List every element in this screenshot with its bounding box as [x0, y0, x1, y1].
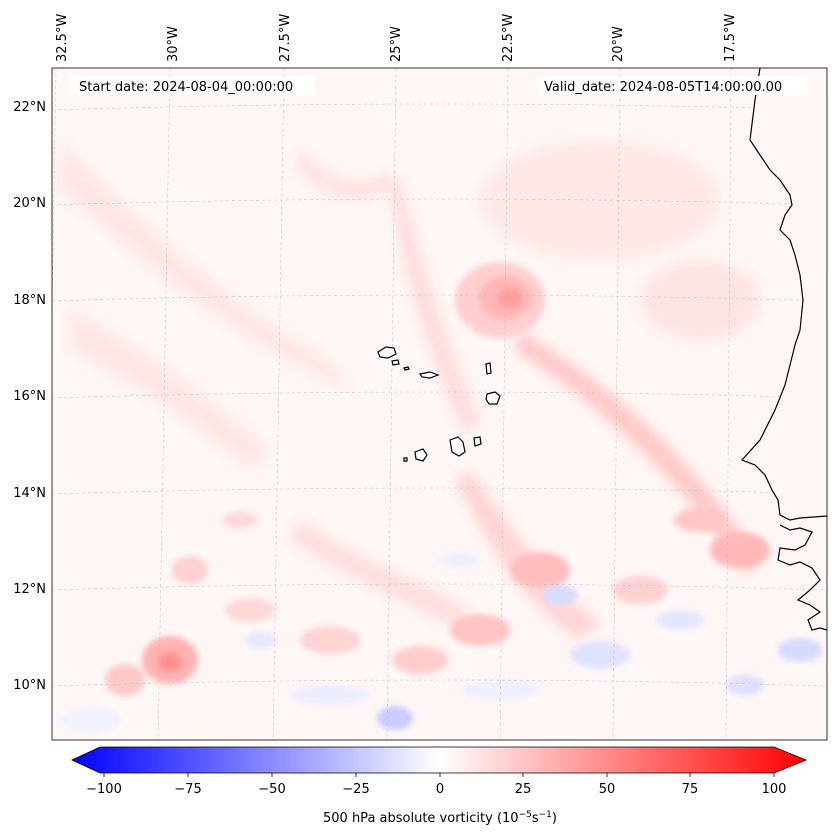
- cb-tick-label: 100: [762, 782, 787, 797]
- west-africa-coastline: [742, 68, 827, 740]
- cb-tick-label: −25: [342, 782, 369, 797]
- lat-label-18n: 18°N: [13, 293, 46, 308]
- lat-label-22n: 22°N: [13, 100, 46, 115]
- lon-label-30w: 30°W: [166, 26, 181, 62]
- cb-title-main: 500 hPa absolute vorticity (10: [323, 811, 519, 826]
- cb-tick-label: 75: [682, 782, 699, 797]
- colorbar-gradient: [71, 746, 808, 774]
- coastline-line: [740, 68, 827, 631]
- lon-label-22-5w: 22.5°W: [501, 14, 516, 62]
- lat-label-16n: 16°N: [13, 389, 46, 404]
- colorbar: −100 −75 −50 −25 0 25 50 75 100 500 hPa …: [71, 746, 808, 826]
- cb-tick-label: 25: [515, 782, 532, 797]
- cb-tick-label: −100: [86, 782, 122, 797]
- colorbar-ticks: [103, 773, 775, 777]
- lon-label-17-5w: 17.5°W: [723, 14, 738, 62]
- southern-vorticity-band: [60, 508, 822, 732]
- lon-label-32-5w: 32.5°W: [55, 14, 70, 62]
- colorbar-title: 500 hPa absolute vorticity (10−5s−1): [323, 810, 557, 826]
- longitude-labels: 32.5°W 30°W 27.5°W 25°W 22.5°W 20°W 17.5…: [55, 14, 738, 62]
- cape-verde-islands: [377, 346, 501, 462]
- vorticity-maximum-center: [455, 262, 545, 338]
- map-frame: [51, 67, 828, 741]
- start-date-box: [70, 76, 315, 95]
- cb-title-end: ): [552, 811, 557, 826]
- cb-title-exp1: −5: [519, 810, 532, 820]
- lat-label-12n: 12°N: [13, 582, 46, 597]
- cb-tick-label: −75: [174, 782, 201, 797]
- cb-tick-label: −50: [258, 782, 285, 797]
- lon-label-27-5w: 27.5°W: [278, 14, 293, 62]
- graticule: [52, 68, 827, 740]
- map-plot-area: [52, 68, 827, 740]
- valid-date-label: Valid_date: 2024-08-05T14:00:00.00: [544, 80, 782, 95]
- cb-title-exp2: −1: [539, 810, 552, 820]
- latitude-labels: 22°N 20°N 18°N 16°N 14°N 12°N 10°N: [13, 100, 46, 693]
- cb-tick-label: 50: [599, 782, 616, 797]
- cb-title-mid: s: [532, 811, 539, 826]
- start-date-label: Start date: 2024-08-04_00:00:00: [79, 80, 293, 95]
- lat-label-20n: 20°N: [13, 196, 46, 211]
- lon-label-25w: 25°W: [389, 26, 404, 62]
- lat-label-10n: 10°N: [13, 678, 46, 693]
- lat-label-14n: 14°N: [13, 486, 46, 501]
- cb-tick-label: 0: [436, 782, 444, 797]
- valid-date-box: [538, 76, 808, 95]
- lon-label-20w: 20°W: [611, 26, 626, 62]
